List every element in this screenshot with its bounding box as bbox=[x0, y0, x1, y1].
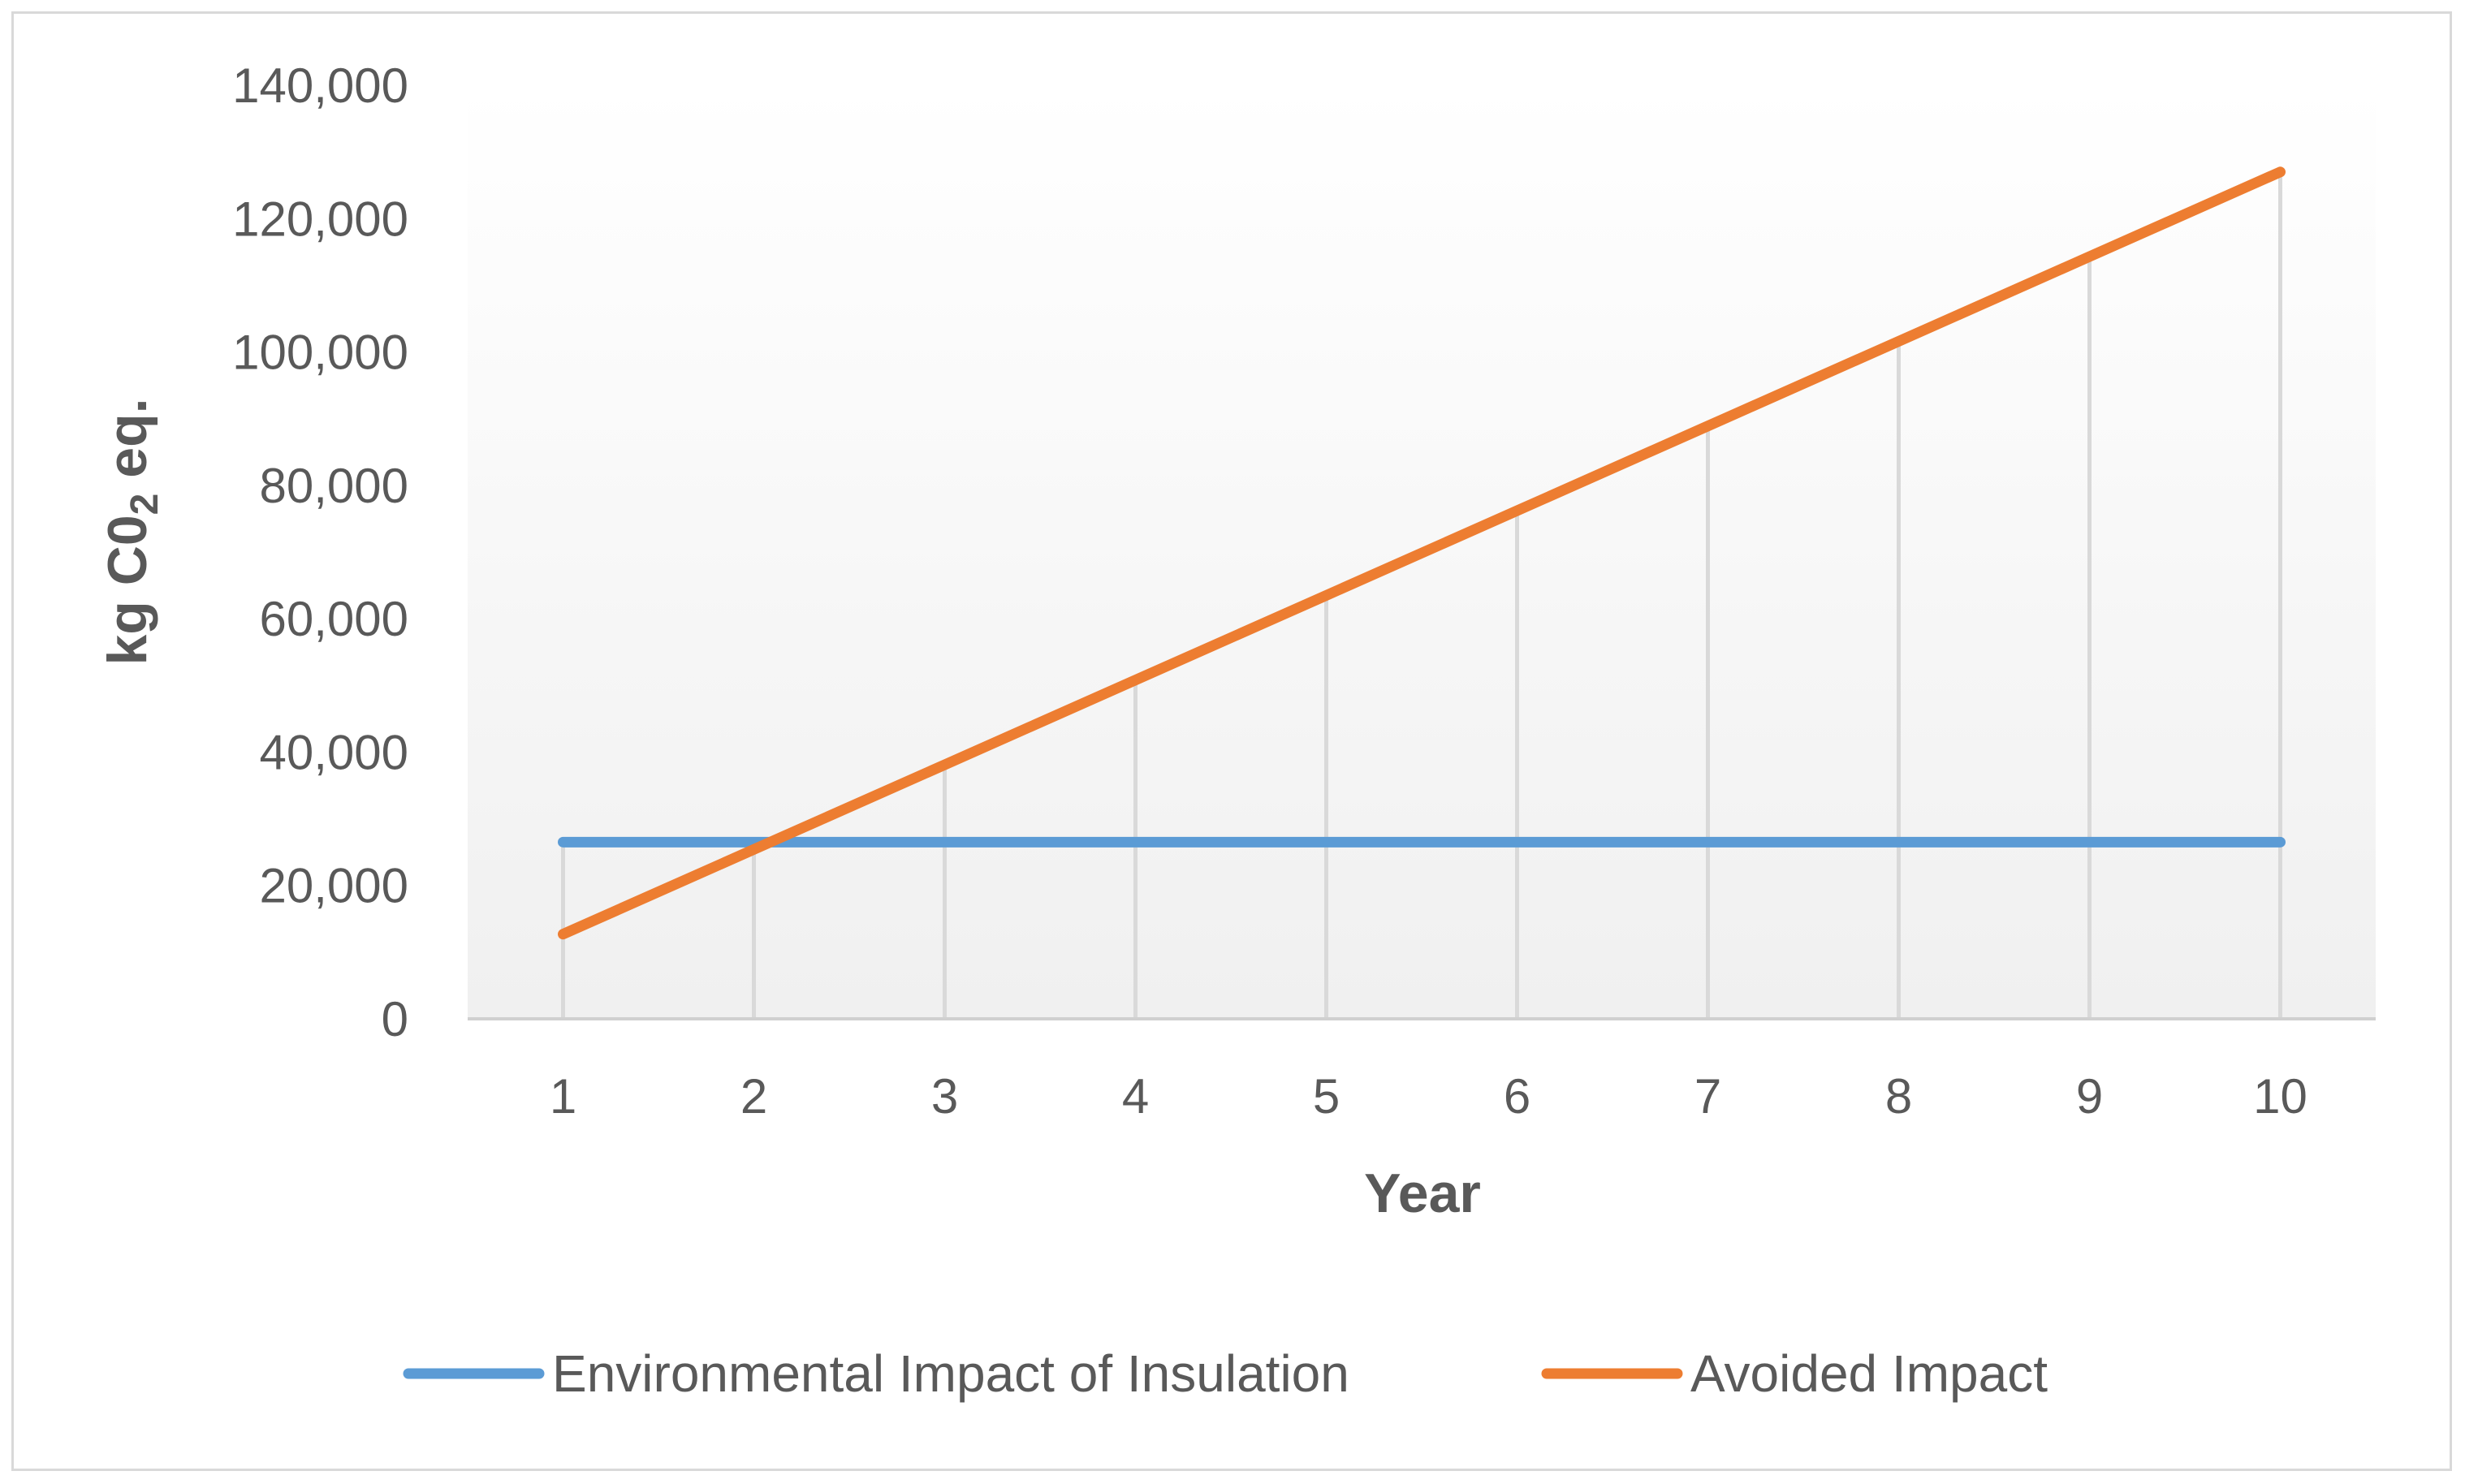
y-tick-label: 120,000 bbox=[232, 192, 408, 246]
x-tick-label: 3 bbox=[931, 1069, 958, 1124]
legend-label-1: Environmental Impact of Insulation bbox=[552, 1344, 1349, 1403]
y-tick-label: 0 bbox=[382, 992, 408, 1046]
x-tick-label: 8 bbox=[1885, 1069, 1912, 1124]
series-lines bbox=[558, 166, 2286, 940]
x-axis-ticks: 1 2 3 4 5 6 7 8 9 10 bbox=[550, 1069, 2307, 1124]
x-tick-label: 7 bbox=[1694, 1069, 1721, 1124]
series-line-2 bbox=[558, 166, 2286, 940]
y-axis-ticks: 0 20,000 40,000 60,000 80,000 100,000 120,000 1… bbox=[232, 58, 408, 1046]
x-tick-label: 1 bbox=[550, 1069, 576, 1124]
y-tick-label: 80,000 bbox=[259, 459, 408, 513]
y-axis-title-subscript: 2 bbox=[123, 494, 166, 516]
x-tick-label: 9 bbox=[2076, 1069, 2103, 1124]
y-tick-label: 140,000 bbox=[232, 58, 408, 113]
y-axis-title-main: kg C0 bbox=[97, 515, 158, 665]
legend-label-2: Avoided Impact bbox=[1690, 1344, 2048, 1403]
x-tick-label: 2 bbox=[740, 1069, 767, 1124]
y-tick-label: 20,000 bbox=[259, 859, 408, 913]
legend: Environmental Impact of Insulation Avoide… bbox=[403, 1344, 2048, 1403]
y-tick-label: 100,000 bbox=[232, 326, 408, 380]
x-tick-label: 6 bbox=[1504, 1069, 1530, 1124]
x-axis-title: Year bbox=[1364, 1163, 1481, 1224]
y-tick-label: 40,000 bbox=[259, 725, 408, 779]
x-tick-label: 5 bbox=[1313, 1069, 1340, 1124]
y-axis-title: kg C02 eq. bbox=[97, 398, 166, 665]
x-tick-label: 4 bbox=[1122, 1069, 1149, 1124]
x-tick-label: 10 bbox=[2253, 1069, 2307, 1124]
drop-lines bbox=[561, 171, 2282, 1019]
y-tick-label: 60,000 bbox=[259, 592, 408, 646]
y-axis-title-suffix: eq. bbox=[97, 398, 158, 493]
